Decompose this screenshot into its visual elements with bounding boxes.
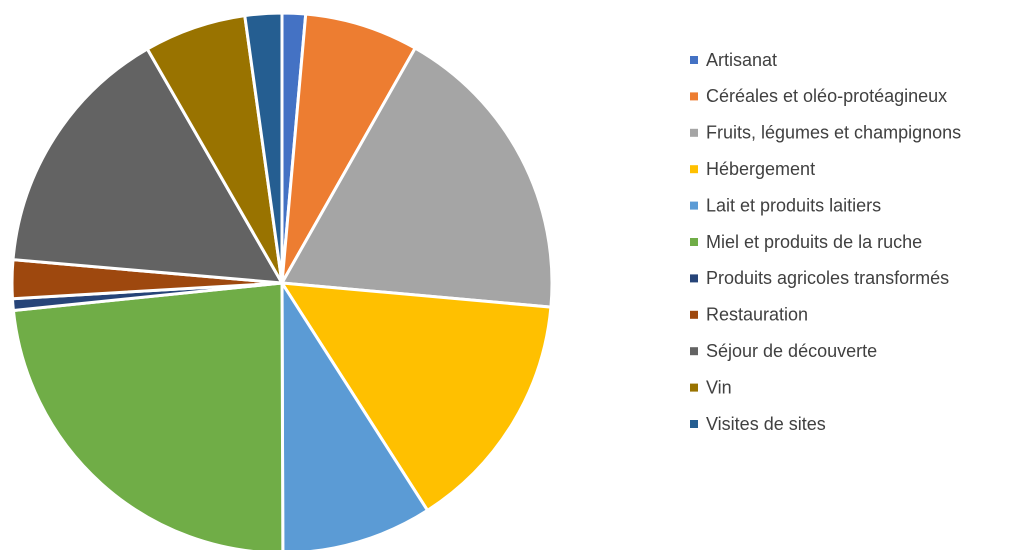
pie-slice: [280, 281, 553, 512]
legend-label: Séjour de découverte: [706, 341, 877, 361]
legend-label: Visites de sites: [706, 414, 826, 434]
legend-label: Produits agricoles transformés: [706, 268, 949, 288]
legend-swatch: [690, 420, 698, 428]
legend-swatch: [690, 310, 698, 319]
legend-label: Céréales et oléo-protéagineux: [706, 86, 947, 106]
pie-slice: [11, 281, 285, 550]
legend-swatch: [690, 128, 698, 137]
pie-slice: [280, 281, 430, 550]
legend-swatch: [690, 238, 698, 246]
legend-swatch: [690, 274, 698, 283]
pie-slice: [280, 12, 417, 285]
legend-label: Miel et produits de la ruche: [706, 232, 922, 252]
pie-slice: [243, 11, 284, 285]
pie-slice: [280, 46, 554, 309]
legend-label: Restauration: [706, 305, 808, 325]
legend-label: Artisanat: [706, 50, 777, 70]
legend-swatch: [690, 347, 698, 356]
legend-swatch: [690, 56, 698, 64]
legend-swatch: [690, 165, 698, 174]
legend-label: Vin: [706, 377, 732, 397]
legend-label: Fruits, légumes et champignons: [706, 123, 961, 143]
legend-swatch: [690, 383, 698, 392]
legend-swatch: [690, 201, 698, 210]
legend-swatch: [690, 92, 698, 101]
legend-label: Lait et produits laitiers: [706, 195, 881, 215]
pie-slice: [11, 47, 284, 285]
legend-label: Hébergement: [706, 159, 815, 179]
